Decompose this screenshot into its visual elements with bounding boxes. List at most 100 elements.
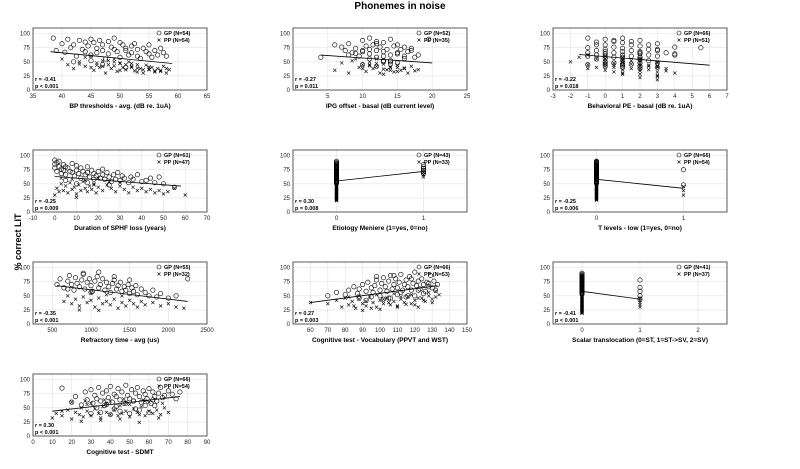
data-point-pp [139, 186, 144, 191]
data-point-gp [152, 180, 158, 186]
data-point-gp [654, 53, 660, 59]
data-point-pp [388, 68, 393, 73]
stats-p: p < 0.001 [35, 84, 58, 90]
data-point-pp [102, 398, 107, 402]
y-tick-label: 50 [23, 406, 30, 412]
data-point-gp [611, 39, 617, 45]
data-point-gp [408, 45, 414, 51]
data-point-gp [405, 284, 411, 290]
data-point-gp [374, 54, 380, 60]
data-point-pp [357, 297, 361, 302]
data-point-pp [96, 411, 101, 416]
data-point-gp [100, 42, 106, 48]
data-point-pp [89, 65, 93, 70]
data-point-gp [387, 61, 393, 67]
x-axis-label: BP thresholds - avg. (dB re. 1uA) [69, 103, 170, 110]
x-tick-label: 25 [464, 94, 471, 100]
data-point-pp [638, 75, 642, 80]
chart-panel-8: 60 70 80 90 100 110 120 130 140 150 0 25 50 75 100 Cogn… [280, 261, 473, 344]
data-point-pp [127, 415, 132, 419]
data-point-gp [391, 282, 397, 288]
y-tick-label: 0 [547, 210, 551, 216]
data-point-pp [106, 62, 111, 67]
data-point-pp [79, 188, 83, 193]
data-point-gp [420, 162, 426, 168]
legend-marker-pp [417, 38, 421, 42]
data-point-pp [89, 298, 93, 303]
y-tick-label: 25 [543, 308, 550, 314]
legend-marker-pp [157, 272, 161, 276]
data-point-gp [339, 44, 345, 50]
x-axis-label: Etiology Meniere (1=yes, 0=no) [332, 225, 427, 232]
data-point-gp [165, 388, 171, 394]
data-point-pp [388, 65, 393, 69]
data-point-pp [655, 78, 660, 82]
y-tick-label: 50 [23, 60, 30, 66]
data-point-pp [92, 183, 96, 187]
data-point-gp [71, 287, 77, 293]
data-point-pp [392, 299, 396, 304]
data-point-gp [92, 278, 98, 284]
data-point-gp [593, 39, 599, 45]
data-point-gp [401, 282, 407, 288]
data-point-pp [121, 65, 125, 70]
data-point-pp [150, 65, 154, 70]
stats-p: p = 0.003 [295, 318, 318, 324]
data-point-gp [111, 406, 117, 412]
x-axis-label: Cognitive test - Vocabulary (PPVT and WS… [312, 337, 448, 344]
data-point-pp [620, 67, 625, 72]
data-point-gp [161, 181, 167, 187]
data-point-pp [112, 63, 117, 68]
y-tick-label: 100 [540, 32, 551, 38]
data-point-gp [66, 273, 72, 279]
data-point-gp [429, 285, 435, 291]
data-point-gp [646, 42, 652, 48]
chart-panel-6: 0 1 0 25 50 75 100 T levels - low (1=yes, 0=no)… [540, 149, 728, 232]
data-point-pp [85, 189, 90, 194]
data-point-pp [77, 412, 82, 417]
x-tick-label: 65 [204, 94, 211, 100]
data-point-pp [108, 399, 113, 403]
data-point-gp [97, 37, 103, 43]
x-tick-label: -2 [568, 94, 574, 100]
legend-label-pp: PP (N=54) [164, 384, 190, 390]
legend-marker-pp [417, 160, 421, 164]
data-point-gp [637, 60, 643, 66]
data-point-pp [395, 305, 400, 309]
data-point-pp [131, 185, 135, 190]
x-tick-label: -3 [550, 94, 556, 100]
data-point-gp [54, 168, 60, 174]
y-tick-label: 75 [543, 168, 550, 174]
data-point-gp [149, 54, 155, 60]
data-point-gp [140, 45, 146, 51]
legend-marker-gp [676, 30, 682, 36]
x-tick-label: 70 [165, 440, 172, 446]
data-point-pp [419, 296, 424, 300]
data-point-pp [135, 188, 140, 193]
data-point-pp [646, 67, 651, 72]
data-point-gp [593, 56, 599, 62]
data-point-gp [140, 388, 146, 394]
data-point-pp [346, 303, 351, 307]
data-point-pp [69, 301, 74, 306]
stats-r: r = -0.22 [555, 77, 576, 83]
data-point-gp [100, 172, 106, 178]
data-point-pp [166, 410, 171, 415]
y-tick-label: 75 [283, 280, 290, 286]
data-point-gp [318, 54, 324, 60]
data-point-gp [82, 49, 88, 55]
data-point-gp [113, 394, 119, 400]
data-point-pp [378, 71, 382, 75]
data-point-pp [131, 301, 136, 306]
data-point-gp [134, 385, 140, 391]
data-point-gp [127, 410, 133, 416]
data-point-pp [116, 413, 120, 418]
stats-r: r = -0.25 [35, 199, 56, 205]
data-point-pp [94, 63, 99, 68]
data-point-gp [100, 166, 106, 172]
data-point-gp [107, 383, 113, 389]
y-tick-label: 50 [543, 60, 550, 66]
x-tick-label: 7 [725, 94, 729, 100]
data-point-gp [88, 58, 94, 64]
y-tick-label: 0 [287, 322, 291, 328]
